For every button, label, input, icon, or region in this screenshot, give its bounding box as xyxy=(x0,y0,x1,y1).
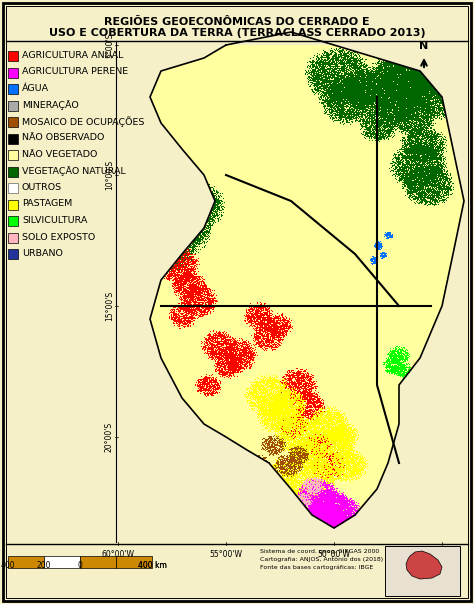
Bar xyxy=(8,216,18,226)
Text: AGRICULTURA PERENE: AGRICULTURA PERENE xyxy=(22,68,128,77)
Bar xyxy=(8,233,18,242)
Text: MOSAICO DE OCUPAÇÕES: MOSAICO DE OCUPAÇÕES xyxy=(22,116,145,127)
Bar xyxy=(8,84,18,94)
Text: NÃO OBSERVADO: NÃO OBSERVADO xyxy=(22,133,104,143)
Bar xyxy=(385,546,460,596)
Text: 60°00'W: 60°00'W xyxy=(101,550,135,559)
Bar xyxy=(8,167,18,176)
Bar xyxy=(44,556,80,568)
Text: USO E COBERTURA DA TERRA (TERRACLASS CERRADO 2013): USO E COBERTURA DA TERRA (TERRACLASS CER… xyxy=(49,28,425,38)
Text: VEGETAÇÃO NATURAL: VEGETAÇÃO NATURAL xyxy=(22,166,126,176)
Text: 50°00'W: 50°00'W xyxy=(318,550,350,559)
Text: NÃO VEGETADO: NÃO VEGETADO xyxy=(22,150,97,159)
Bar xyxy=(8,51,18,61)
Bar xyxy=(80,556,116,568)
Text: 20°00'S: 20°00'S xyxy=(105,422,114,452)
Text: PASTAGEM: PASTAGEM xyxy=(22,199,72,208)
Text: REGIÕES GEOECONÔMICAS DO CERRADO E: REGIÕES GEOECONÔMICAS DO CERRADO E xyxy=(104,17,370,27)
Text: Sistema de coord. geog. SIRGAS 2000: Sistema de coord. geog. SIRGAS 2000 xyxy=(260,549,379,554)
Text: URBANO: URBANO xyxy=(22,249,63,258)
Text: SILVICULTURA: SILVICULTURA xyxy=(22,216,87,225)
Text: 400: 400 xyxy=(0,561,15,570)
Polygon shape xyxy=(406,551,442,579)
Text: 400 km: 400 km xyxy=(137,561,166,570)
Text: 200: 200 xyxy=(37,561,51,570)
Text: OUTROS: OUTROS xyxy=(22,183,62,192)
Text: N: N xyxy=(419,41,428,51)
Bar xyxy=(116,556,152,568)
Text: SOLO EXPOSTO: SOLO EXPOSTO xyxy=(22,233,95,242)
Bar xyxy=(8,150,18,160)
Text: 0: 0 xyxy=(78,561,82,570)
Text: Fonte das bases cartográficas: IBGE: Fonte das bases cartográficas: IBGE xyxy=(260,565,373,571)
Bar xyxy=(8,249,18,259)
Bar xyxy=(8,183,18,193)
Bar xyxy=(8,556,44,568)
Text: ÁGUA: ÁGUA xyxy=(22,84,49,93)
Bar xyxy=(8,133,18,144)
Text: Cartografia: ANJOS, Antônio dos (2018): Cartografia: ANJOS, Antônio dos (2018) xyxy=(260,557,383,562)
Bar xyxy=(118,45,464,542)
Text: 55°00'W: 55°00'W xyxy=(210,550,243,559)
Bar xyxy=(8,117,18,127)
Bar xyxy=(8,199,18,210)
Text: MINERAÇÃO: MINERAÇÃO xyxy=(22,100,79,110)
Text: 15°00'S: 15°00'S xyxy=(105,291,114,321)
Bar xyxy=(8,100,18,111)
Text: 5°00'S: 5°00'S xyxy=(105,32,114,58)
Text: AGRICULTURA ANUAL: AGRICULTURA ANUAL xyxy=(22,51,123,60)
Text: 10°00'S: 10°00'S xyxy=(105,160,114,190)
Text: 400 km: 400 km xyxy=(137,561,166,570)
Bar xyxy=(8,68,18,77)
Text: 45°00'W: 45°00'W xyxy=(426,550,458,559)
